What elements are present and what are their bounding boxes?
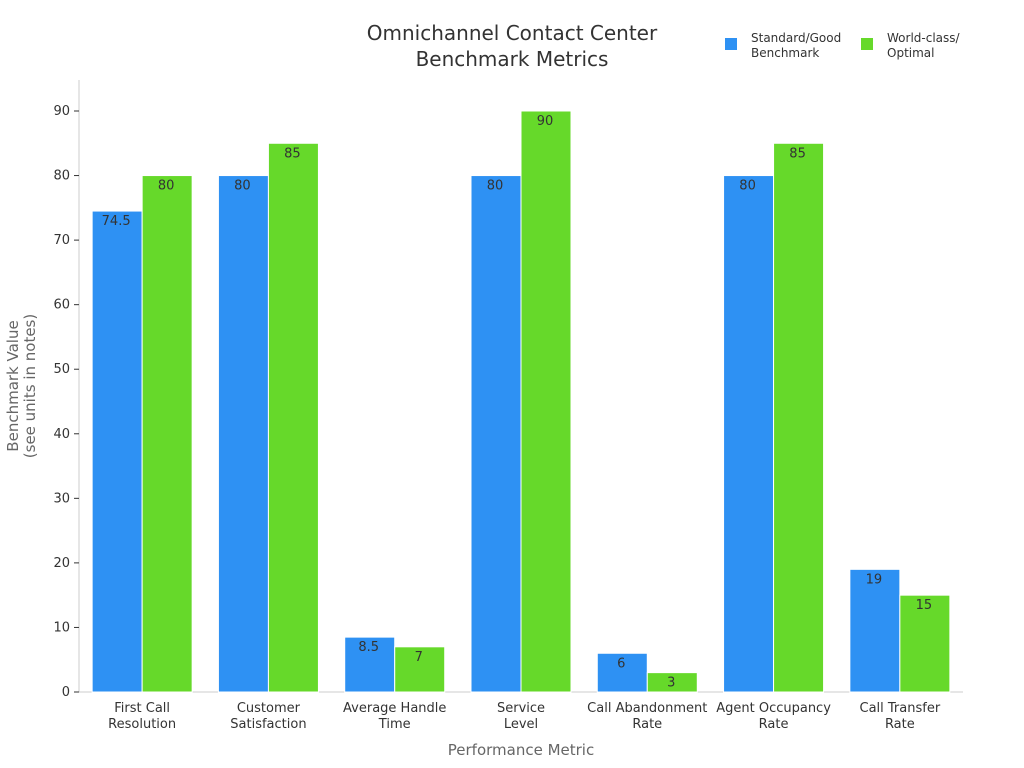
bar-worldclass <box>394 646 446 693</box>
chart-title-line-1: Omnichannel Contact Center <box>367 21 658 45</box>
y-tick-label: 70 <box>53 233 70 248</box>
bar-standard <box>344 636 396 693</box>
x-category-label: Time <box>378 717 411 732</box>
legend-label-worldclass-line-2: Optimal <box>887 46 934 60</box>
y-axis-title-line-2: (see units in notes) <box>21 314 39 458</box>
y-tick-label: 80 <box>53 169 70 184</box>
x-axis-title: Performance Metric <box>448 741 594 759</box>
bar-standard <box>217 175 269 693</box>
x-category-label: Level <box>504 717 538 732</box>
bar-value-label-worldclass: 3 <box>667 676 675 691</box>
bar-worldclass <box>267 142 319 693</box>
y-axis-title-line-1: Benchmark Value <box>4 320 22 451</box>
chart-title-line-2: Benchmark Metrics <box>416 47 609 71</box>
x-category-label: Call Transfer <box>860 701 941 716</box>
y-tick-label: 40 <box>53 427 70 442</box>
legend-label-worldclass-line-1: World-class/ <box>887 31 961 45</box>
x-category-label: Service <box>497 701 545 716</box>
bar-standard <box>723 175 775 693</box>
x-category-label: Rate <box>885 717 915 732</box>
y-tick-label: 0 <box>62 685 70 700</box>
legend-label-standard-line-2: Benchmark <box>751 46 819 60</box>
bar-standard <box>849 568 901 693</box>
y-tick-label: 10 <box>53 620 70 635</box>
bar-value-label-worldclass: 85 <box>789 146 806 161</box>
bars: 74.5 80 80 85 8.5 7 80 90 6 3 80 85 19 15 <box>91 110 951 693</box>
bar-value-label-standard: 19 <box>866 572 883 587</box>
x-category-label: Rate <box>759 717 789 732</box>
bar-value-label-standard: 80 <box>487 179 504 194</box>
x-category-label: Rate <box>632 717 662 732</box>
x-category-label: Call Abandonment <box>587 701 707 716</box>
y-tick-label: 90 <box>53 104 70 119</box>
legend-label-standard-line-1: Standard/Good <box>751 31 841 45</box>
bar-worldclass <box>646 672 698 693</box>
legend: Standard/Good Benchmark World-class/ Opt… <box>725 31 961 60</box>
y-ticks: 0 10 20 30 40 50 60 70 80 90 <box>53 104 79 700</box>
bar-value-label-worldclass: 80 <box>158 179 175 194</box>
bar-value-label-standard: 8.5 <box>358 640 379 655</box>
bar-worldclass <box>520 110 572 693</box>
bar-worldclass <box>773 142 825 693</box>
bar-value-label-worldclass: 15 <box>916 598 933 613</box>
legend-swatch-worldclass <box>861 38 873 50</box>
y-tick-label: 60 <box>53 298 70 313</box>
x-category-label: Average Handle <box>343 701 446 716</box>
x-category-label: Customer <box>237 701 301 716</box>
bar-value-label-worldclass: 90 <box>537 114 554 129</box>
x-category-label: Agent Occupancy <box>716 701 831 716</box>
bar-value-label-standard: 6 <box>617 656 625 671</box>
bar-value-label-standard: 80 <box>739 179 756 194</box>
bar-value-label-worldclass: 7 <box>415 650 423 665</box>
bar-value-label-standard: 74.5 <box>102 214 131 229</box>
bar-worldclass <box>141 175 193 693</box>
bar-standard <box>596 652 648 693</box>
x-category-label: First Call <box>114 701 170 716</box>
bar-standard <box>470 175 522 693</box>
y-tick-label: 20 <box>53 556 70 571</box>
bar-standard <box>91 210 143 693</box>
bar-value-label-standard: 80 <box>234 179 251 194</box>
x-category-label: Satisfaction <box>230 717 306 732</box>
y-axis-title: Benchmark Value (see units in notes) <box>4 314 39 458</box>
x-category-label: Resolution <box>108 717 176 732</box>
y-tick-label: 50 <box>53 362 70 377</box>
bar-value-label-worldclass: 85 <box>284 146 301 161</box>
y-tick-label: 30 <box>53 491 70 506</box>
bar-worldclass <box>899 594 951 693</box>
legend-swatch-standard <box>725 38 737 50</box>
